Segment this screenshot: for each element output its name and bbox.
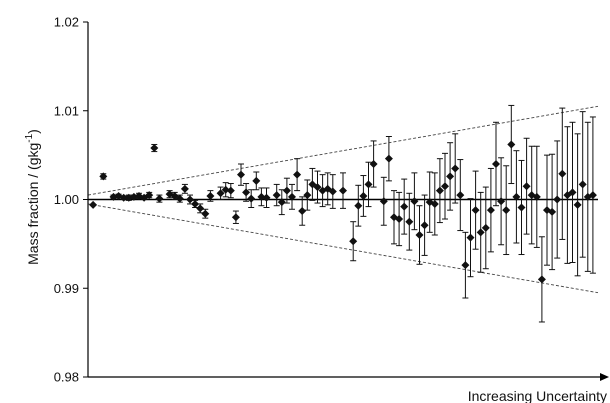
- data-point: [512, 192, 521, 201]
- data-point: [124, 193, 133, 202]
- data-point: [272, 191, 281, 200]
- data-point: [492, 160, 500, 168]
- data-point: [155, 194, 164, 203]
- data-point: [410, 197, 419, 206]
- data-point: [145, 191, 154, 200]
- plot-area: [87, 104, 599, 323]
- y-tick-label: 1.02: [54, 15, 79, 30]
- data-point: [359, 191, 368, 200]
- data-point: [415, 231, 424, 239]
- data-point: [247, 194, 256, 203]
- data-point: [507, 140, 516, 149]
- data-point: [298, 207, 307, 216]
- y-tick-label: 0.99: [54, 281, 79, 296]
- data-point: [282, 186, 291, 195]
- y-axis-title: Mass fraction / (gkg-1): [24, 129, 41, 265]
- data-point: [558, 169, 567, 178]
- data-point: [150, 144, 159, 153]
- data-point: [201, 209, 210, 218]
- data-point: [441, 182, 449, 191]
- data-point: [364, 180, 373, 189]
- data-points: [89, 140, 597, 284]
- envelope-lower-line: [87, 203, 599, 294]
- data-point: [257, 192, 266, 201]
- data-point: [568, 188, 577, 197]
- x-axis-title: Increasing Uncertainty: [468, 388, 607, 403]
- data-point: [339, 186, 347, 195]
- data-point: [349, 237, 358, 246]
- data-point: [481, 223, 490, 232]
- data-point: [435, 186, 444, 195]
- data-point: [497, 197, 506, 206]
- data-point: [517, 203, 526, 212]
- data-point: [446, 172, 455, 181]
- data-point: [206, 191, 215, 200]
- y-tick-label: 1.01: [54, 103, 79, 118]
- data-point: [430, 199, 439, 208]
- data-point: [221, 185, 230, 194]
- data-point: [476, 228, 485, 237]
- data-point: [175, 194, 184, 203]
- data-point: [400, 202, 409, 211]
- data-point: [532, 192, 541, 201]
- data-point: [573, 200, 582, 209]
- data-point: [522, 182, 531, 191]
- data-point: [196, 204, 205, 213]
- data-point: [384, 154, 393, 163]
- data-point: [242, 188, 251, 197]
- error-bars: [100, 104, 596, 323]
- data-point: [548, 207, 557, 216]
- y-axis-title-tail: ): [25, 129, 41, 134]
- data-point: [369, 160, 378, 168]
- data-point: [89, 200, 98, 209]
- data-point: [461, 261, 470, 270]
- axes: [83, 21, 609, 381]
- data-point: [456, 191, 465, 200]
- data-point: [277, 198, 286, 207]
- data-point: [354, 201, 363, 210]
- data-point: [553, 195, 562, 204]
- data-point: [578, 180, 587, 189]
- data-point: [216, 189, 225, 198]
- data-point: [537, 275, 546, 284]
- envelope-upper-line: [87, 105, 599, 196]
- y-axis-title-exponent: -1: [24, 133, 35, 142]
- data-point: [109, 192, 118, 201]
- y-tick-label: 1.00: [54, 192, 79, 207]
- data-point: [405, 217, 414, 226]
- uncertainty-envelope: [87, 105, 599, 294]
- data-point: [119, 193, 128, 202]
- data-point: [379, 197, 388, 206]
- data-point: [226, 186, 235, 195]
- data-point: [191, 199, 200, 208]
- data-point: [303, 191, 312, 200]
- data-point: [471, 206, 480, 215]
- data-point: [328, 187, 337, 196]
- data-point: [129, 192, 138, 201]
- data-point: [99, 172, 108, 181]
- data-point: [588, 191, 597, 200]
- data-point: [288, 192, 296, 201]
- data-point: [186, 195, 194, 204]
- data-point: [237, 170, 245, 179]
- data-point: [466, 233, 475, 242]
- data-point: [420, 221, 429, 230]
- data-point: [252, 176, 261, 185]
- y-axis-title-main: Mass fraction / (gkg: [25, 143, 41, 265]
- data-point: [262, 193, 271, 202]
- data-point: [313, 183, 322, 192]
- data-point: [486, 206, 495, 215]
- data-point: [451, 164, 460, 173]
- data-point: [180, 184, 189, 193]
- y-tick-labels: 0.98 0.99 1.00 1.01 1.02: [54, 15, 79, 385]
- y-tick-label: 0.98: [54, 370, 79, 385]
- data-point: [293, 170, 302, 179]
- data-point: [231, 213, 240, 222]
- data-point: [395, 215, 404, 224]
- data-point: [502, 206, 511, 215]
- x-axis-arrow: [600, 373, 609, 381]
